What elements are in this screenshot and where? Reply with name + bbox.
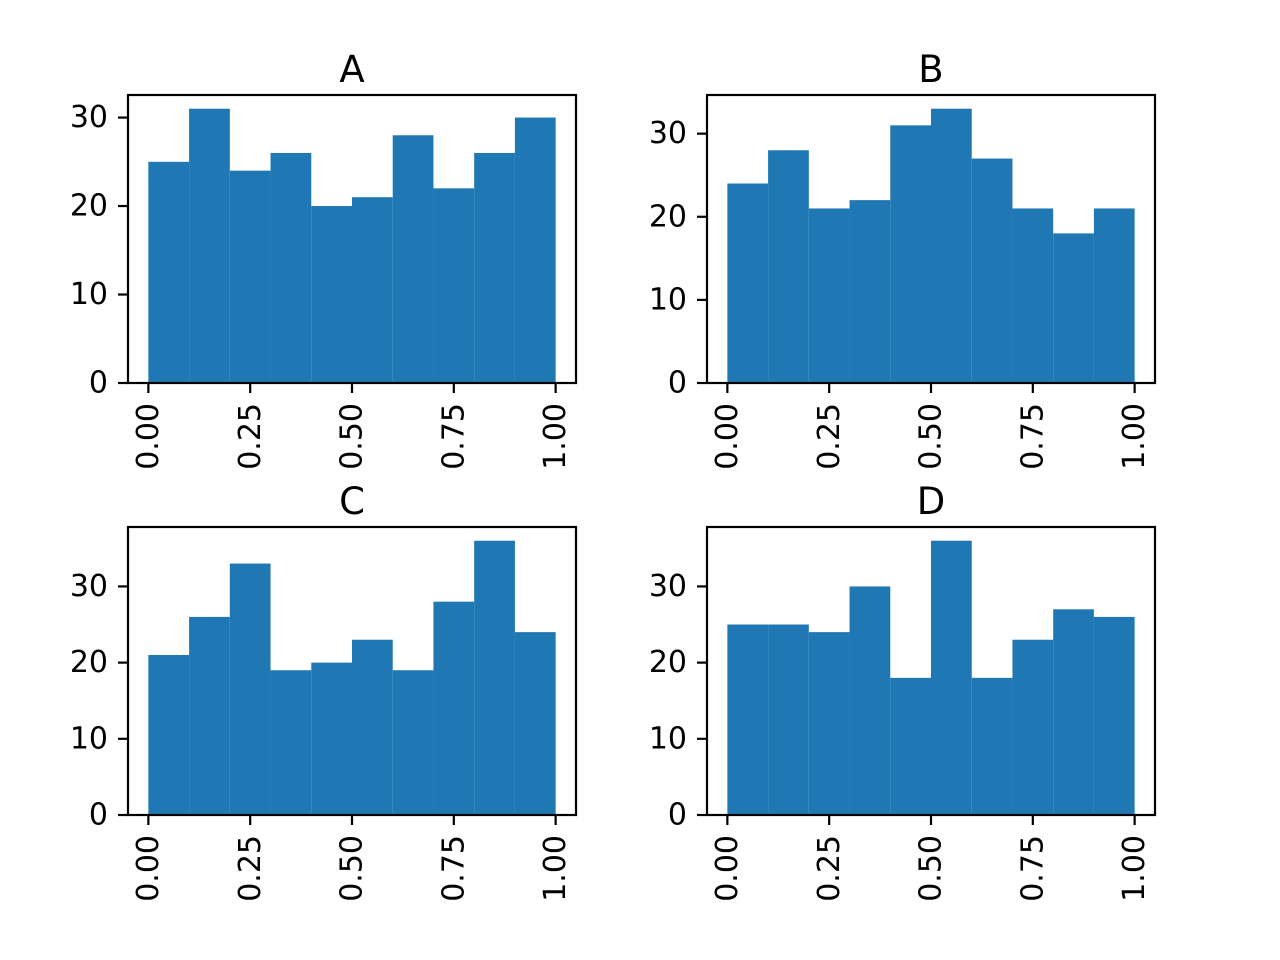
histogram-bar <box>474 540 515 815</box>
y-tick-label: 30 <box>649 569 687 604</box>
y-tick-label: 30 <box>70 569 108 604</box>
histogram-bar <box>849 586 891 815</box>
y-tick-label: 10 <box>649 282 687 317</box>
histogram-bar <box>189 616 230 815</box>
histogram-bar <box>727 183 769 383</box>
y-tick-label: 20 <box>70 189 108 224</box>
x-tick-label: 0.50 <box>335 835 370 902</box>
x-tick-label: 0.00 <box>710 835 745 902</box>
x-tick-label: 0.00 <box>131 835 166 902</box>
histogram-bar <box>514 117 556 383</box>
histogram-bar <box>514 632 556 815</box>
histogram-bar <box>1053 609 1094 815</box>
subplot-b: 0.00 0.25 0.50 0.75 1.00 0 10 20 30 <box>649 93 1157 470</box>
histogram-bar <box>1053 233 1094 383</box>
histogram-bar <box>270 670 312 815</box>
subplot-title-d: D <box>916 480 946 523</box>
x-tick-label: 0.75 <box>436 835 471 902</box>
x-tick-label: 1.00 <box>1117 403 1152 470</box>
histogram-bar <box>352 197 393 383</box>
histogram-bar <box>768 150 809 383</box>
x-tick-label: 1.00 <box>538 403 573 470</box>
histogram-bar <box>808 208 850 383</box>
x-tick-label: 0.25 <box>233 403 268 470</box>
y-tick-label: 20 <box>649 645 687 680</box>
x-tick-label: 0.25 <box>233 835 268 902</box>
y-tick-label: 0 <box>89 798 108 833</box>
histogram-bar <box>971 677 1013 815</box>
histogram-bar <box>971 158 1013 383</box>
histogram-bar <box>808 632 850 815</box>
histogram-bar <box>189 108 230 384</box>
x-tick-label: 0.75 <box>1015 835 1050 902</box>
histogram-bar <box>311 206 352 383</box>
histogram-bar <box>768 624 809 815</box>
y-tick-label: 20 <box>649 199 687 234</box>
x-tick-label: 0.50 <box>914 835 949 902</box>
y-tick-label: 20 <box>70 645 108 680</box>
y-tick-label: 0 <box>89 366 108 401</box>
x-tick-label: 0.75 <box>1015 403 1050 470</box>
subplot-title-c: C <box>339 480 365 523</box>
histogram-bar <box>890 125 931 383</box>
x-tick-label: 0.00 <box>710 403 745 470</box>
histogram-bar <box>229 170 271 383</box>
x-tick-label: 0.25 <box>812 835 847 902</box>
histogram-bar <box>433 188 475 383</box>
histogram-bar <box>311 662 352 815</box>
histogram-bar <box>890 677 931 815</box>
histogram-bar <box>392 670 434 815</box>
x-tick-label: 0.50 <box>914 403 949 470</box>
histogram-bar <box>1093 208 1135 383</box>
histogram-bar <box>931 108 972 384</box>
y-tick-label: 0 <box>668 366 687 401</box>
histogram-bar <box>270 152 312 383</box>
y-tick-label: 30 <box>70 100 108 135</box>
histogram-bar <box>1012 208 1054 383</box>
histogram-bar <box>727 624 769 815</box>
histogram-bar <box>148 161 190 383</box>
y-tick-label: 30 <box>649 116 687 151</box>
x-tick-label: 1.00 <box>1117 835 1152 902</box>
histogram-bar <box>352 639 393 815</box>
histogram-bar <box>1012 639 1054 815</box>
x-tick-label: 0.25 <box>812 403 847 470</box>
x-tick-label: 0.50 <box>335 403 370 470</box>
histogram-bar <box>474 152 515 383</box>
histogram-bar <box>392 135 434 383</box>
subplot-title-b: B <box>918 48 944 91</box>
y-tick-label: 0 <box>668 798 687 833</box>
y-tick-label: 10 <box>70 721 108 756</box>
subplot-d: 0.00 0.25 0.50 0.75 1.00 0 10 20 30 <box>649 525 1157 902</box>
histogram-bar <box>1093 616 1135 815</box>
subplot-c: 0.00 0.25 0.50 0.75 1.00 0 10 20 30 <box>70 525 578 902</box>
histogram-bar <box>849 200 891 383</box>
histogram-bar <box>148 655 190 815</box>
subplot-a: 0.00 0.25 0.50 0.75 1.00 0 10 20 30 <box>70 93 578 470</box>
histogram-bar <box>931 540 972 815</box>
x-tick-label: 0.75 <box>436 403 471 470</box>
y-tick-label: 10 <box>70 277 108 312</box>
subplot-title-a: A <box>339 48 365 91</box>
x-tick-label: 1.00 <box>538 835 573 902</box>
x-tick-label: 0.00 <box>131 403 166 470</box>
y-tick-label: 10 <box>649 721 687 756</box>
histogram-bar <box>229 563 271 815</box>
histogram-bar <box>433 601 475 815</box>
